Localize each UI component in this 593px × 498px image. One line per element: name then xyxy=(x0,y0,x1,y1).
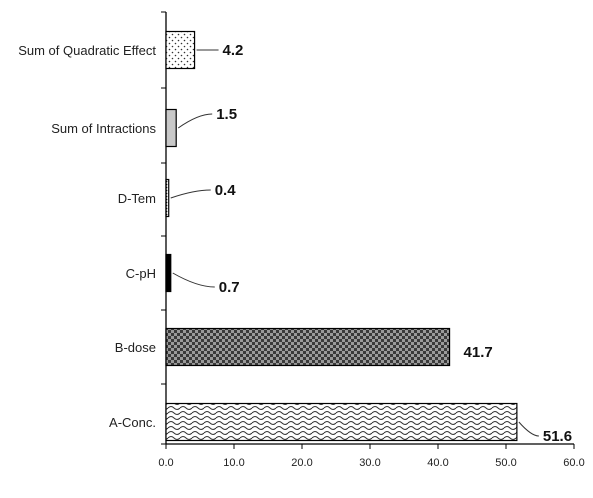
x-tick-label: 10.0 xyxy=(223,457,244,469)
data-label: 1.5 xyxy=(216,106,237,123)
category-label: A-Conc. xyxy=(109,415,156,430)
x-tick-label: 0.0 xyxy=(158,457,173,469)
chart-marks: 0.0 10.0 20.0 30.0 40.0 50.0 60.0 A-Conc. 51.6 B-… xyxy=(18,11,585,469)
bar xyxy=(165,30,196,70)
data-label: 41.7 xyxy=(464,344,493,361)
data-label: 0.4 xyxy=(215,182,237,199)
x-tick-label: 50.0 xyxy=(495,457,516,469)
category-label: C-pH xyxy=(126,266,156,281)
data-label: 0.7 xyxy=(219,279,240,296)
bar xyxy=(165,108,177,148)
bar xyxy=(165,178,170,218)
bar xyxy=(165,327,451,367)
category-label: Sum of Quadratic Effect xyxy=(18,43,156,58)
data-label: 4.2 xyxy=(223,42,244,59)
x-tick-label: 40.0 xyxy=(427,457,448,469)
x-tick-label: 20.0 xyxy=(291,457,312,469)
data-label-leader xyxy=(518,421,539,437)
bar xyxy=(165,253,172,293)
category-label: D-Tem xyxy=(118,191,156,206)
data-label-leader xyxy=(172,272,215,288)
x-tick-label: 30.0 xyxy=(359,457,380,469)
category-label: Sum of Intractions xyxy=(51,121,156,136)
bar xyxy=(165,402,518,442)
data-label: 51.6 xyxy=(543,428,572,445)
data-label-leader xyxy=(170,189,211,199)
category-label: B-dose xyxy=(115,340,156,355)
data-label-leader xyxy=(177,113,213,129)
x-tick-label: 60.0 xyxy=(563,457,584,469)
